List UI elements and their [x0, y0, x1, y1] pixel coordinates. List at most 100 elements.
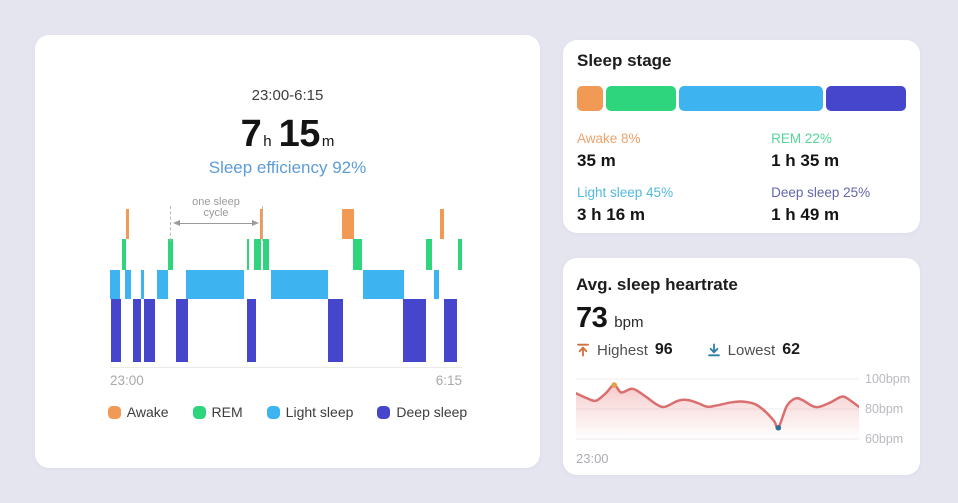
hypnogram-segment-deep [133, 299, 142, 362]
stage-stat-value-awake: 35 m [577, 151, 616, 170]
hypnogram-segment-light [110, 270, 120, 299]
heartrate-x-axis-label: 23:00 [576, 451, 609, 466]
stage-bar-segment-rem [605, 86, 676, 111]
legend-swatch-light-icon [266, 405, 280, 419]
hypnogram-x-axis: 23:00 6:15 [110, 373, 462, 388]
hypnogram-segment-deep [175, 299, 188, 362]
heartrate-lowest-group: Lowest 62 [707, 341, 800, 359]
annotation-line2: cycle [203, 207, 229, 219]
legend-item-awake: Awake [107, 404, 169, 420]
stage-stat-light: Light sleep 45% 3 h 16 m [577, 185, 771, 225]
hypnogram-segment-rem [168, 239, 174, 270]
stage-bar-segment-light [679, 86, 823, 111]
hr-y-axis-label-100: 100bpm [865, 372, 911, 386]
hypnogram-segment-awake [342, 209, 354, 239]
stage-stat-awake: Awake 8% 35 m [577, 131, 771, 171]
heartrate-card: Avg. sleep heartrate 73 bpm Highest 96 L… [563, 258, 920, 475]
duration-minutes: 15 [278, 113, 321, 155]
sleep-stage-stats: Awake 8% 35 m REM 22% 1 h 35 m Light sleep 4… [577, 131, 906, 225]
heartrate-unit: bpm [614, 314, 644, 331]
legend-item-rem: REM [192, 404, 243, 420]
stage-stat-value-deep: 1 h 49 m [771, 205, 840, 224]
arrow-up-to-bar-icon [577, 343, 589, 357]
hypnogram-segment-deep [110, 299, 121, 362]
hypnogram-segment-deep [246, 299, 256, 362]
hypnogram-segment-rem [254, 239, 261, 270]
sleep-efficiency-text: Sleep efficiency 92% [208, 158, 367, 177]
hypnogram-segment-rem [122, 239, 127, 270]
arrow-head-left-icon [173, 220, 181, 226]
lowest-value: 62 [782, 341, 800, 358]
hypnogram-segment-awake [440, 209, 445, 239]
stage-stat-value-light: 3 h 16 m [577, 205, 646, 224]
sleep-stage-legend: Awake REM Light sleep Deep sleep [35, 404, 540, 420]
hypnogram-segment-rem [352, 239, 362, 270]
lowest-point-marker [775, 424, 782, 431]
sleep-summary-header: 23:00-6:15 7 h 15 m Sleep efficiency 92% [35, 88, 540, 179]
duration-minutes-unit: m [321, 133, 335, 150]
hypnogram-segment-rem [426, 239, 433, 270]
duration-hours: 7 [240, 113, 262, 155]
hypnogram-segment-deep [328, 299, 344, 362]
arrow-head-right-icon [251, 220, 259, 226]
hypnogram-segment-light [156, 270, 169, 299]
heartrate-minmax-row: Highest 96 Lowest 62 [576, 341, 906, 359]
legend-label-awake: Awake [126, 404, 169, 420]
arrow-down-to-bar-icon [707, 343, 720, 357]
one-sleep-cycle-label: one sleep cycle [192, 197, 240, 219]
hr-y-axis-label-60: 60bpm [865, 432, 904, 446]
hr-y-axis-label-80: 80bpm [865, 402, 904, 416]
lowest-label: Lowest [727, 341, 776, 359]
sleep-duration: 7 h 15 m [35, 110, 540, 154]
stage-stat-deep: Deep sleep 25% 1 h 49 m [771, 185, 906, 225]
stage-stat-label-deep: Deep sleep 25% [771, 185, 871, 200]
hypnogram-segment-awake [259, 209, 263, 239]
stage-stat-label-awake: Awake 8% [577, 131, 641, 146]
heartrate-line [574, 383, 861, 430]
annotation-line1: one sleep [192, 196, 240, 208]
legend-swatch-deep-icon [377, 405, 391, 419]
cycle-dashed-line-start [170, 206, 172, 241]
cycle-dashed-line-end [261, 206, 263, 241]
stage-bar-segment-awake [577, 86, 603, 111]
stage-stat-label-light: Light sleep 45% [577, 185, 674, 200]
hypnogram-segment-light [363, 270, 404, 299]
legend-label-light: Light sleep [285, 404, 354, 420]
heartrate-title: Avg. sleep heartrate [576, 275, 738, 294]
hypnogram-segment-awake [126, 209, 130, 239]
heartrate-chart: 100bpm 80bpm 60bpm [574, 372, 910, 448]
hypnogram-segment-deep [443, 299, 458, 362]
hypnogram-segment-deep [402, 299, 427, 362]
hypnogram-segment-light [141, 270, 144, 299]
stage-stat-value-rem: 1 h 35 m [771, 151, 840, 170]
legend-item-light: Light sleep [266, 404, 354, 420]
highest-point-marker [611, 382, 618, 388]
legend-swatch-awake-icon [107, 405, 121, 419]
x-axis-start-label: 23:00 [110, 373, 144, 388]
heartrate-area-fill [576, 384, 859, 445]
hypnogram-segment-rem [262, 239, 270, 270]
hypnogram-segment-rem [457, 239, 462, 270]
arrow-line [180, 222, 252, 224]
legend-label-deep: Deep sleep [396, 404, 468, 420]
heartrate-area-chart [574, 378, 861, 445]
hypnogram-segment-light [433, 270, 439, 299]
heartrate-value: 73 [576, 302, 608, 334]
hypnogram-segment-deep [143, 299, 155, 362]
legend-item-deep: Deep sleep [377, 404, 467, 420]
sleep-stage-title: Sleep stage [577, 51, 672, 70]
cycle-double-arrow [173, 218, 259, 228]
duration-hours-unit: h [263, 133, 272, 150]
sleep-summary-card: 23:00-6:15 7 h 15 m Sleep efficiency 92%… [35, 35, 540, 468]
legend-swatch-rem-icon [192, 405, 206, 419]
heartrate-average: 73 bpm [576, 304, 906, 333]
heartrate-highest-group: Highest 96 [576, 341, 673, 359]
highest-value: 96 [654, 341, 673, 358]
stage-bar-segment-deep [826, 86, 906, 111]
stage-stat-label-rem: REM 22% [771, 131, 832, 146]
sleep-stage-bar [577, 86, 906, 111]
hypnogram-segment-rem [246, 239, 249, 270]
legend-label-rem: REM [211, 404, 243, 420]
